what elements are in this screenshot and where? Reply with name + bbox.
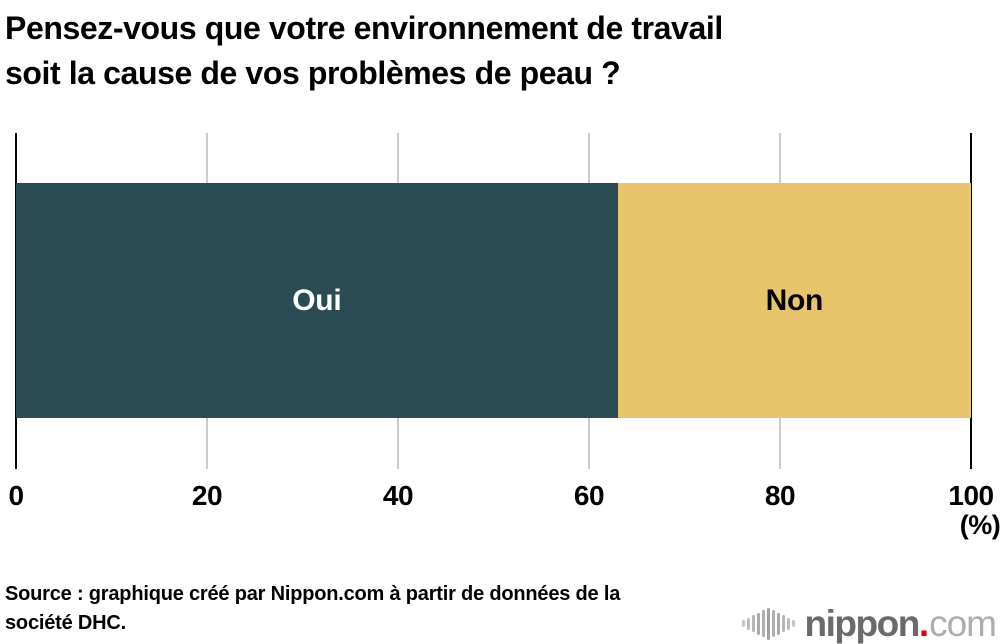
x-tick-label-20: 20: [191, 480, 223, 511]
chart-title-line2: soit la cause de vos problèmes de peau ?: [5, 55, 621, 91]
source-note: Source : graphique créé par Nippon.com à…: [5, 580, 620, 638]
logo-text-com: com: [929, 603, 997, 644]
x-tick-label-0: 0: [8, 480, 24, 511]
axis-line-100: [970, 133, 972, 469]
x-tick-label-100: 100: [948, 480, 994, 511]
plot-area: Oui Non: [15, 133, 972, 469]
bar-segment-non: Non: [617, 183, 971, 418]
stacked-bar: Oui Non: [16, 183, 971, 418]
x-axis-tick-labels: 0 20 40 60 80 100: [8, 480, 994, 512]
source-note-line1: Source : graphique créé par Nippon.com à…: [5, 583, 621, 605]
chart-title-line1: Pensez-vous que votre environnement de t…: [5, 10, 723, 46]
bar-label-non: Non: [765, 283, 824, 317]
x-tick-label-80: 80: [764, 480, 796, 511]
source-note-line2: société DHC.: [5, 612, 126, 634]
x-tick-label-60: 60: [573, 480, 605, 511]
soundwave-bars-icon: [741, 607, 796, 641]
nippon-logo-text: nippon.com: [804, 603, 997, 644]
axis-unit-label: (%): [959, 510, 1000, 540]
logo-text-dot: .: [918, 603, 930, 644]
bar-segment-oui: Oui: [16, 183, 618, 418]
x-tick-label-40: 40: [382, 480, 414, 511]
nippon-logo: nippon.com: [741, 603, 997, 644]
bar-label-oui: Oui: [292, 283, 342, 317]
logo-text-nippon: nippon: [804, 603, 921, 644]
chart-title: Pensez-vous que votre environnement de t…: [5, 6, 723, 96]
